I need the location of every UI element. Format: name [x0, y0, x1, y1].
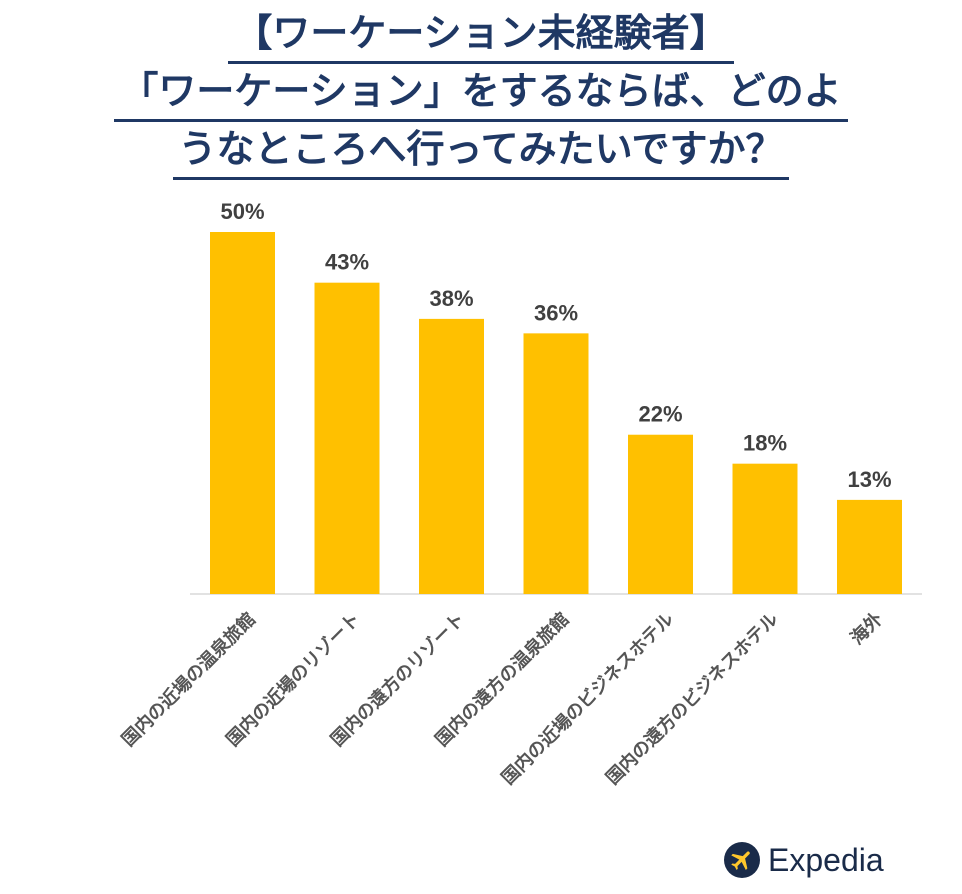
value-label-5: 22% [638, 402, 682, 427]
value-label-4: 36% [534, 300, 578, 325]
category-labels-group: 国内の近場の温泉旅館国内の近場のリゾート国内の遠方のリゾート国内の遠方の温泉旅館… [117, 608, 887, 789]
bar-4 [523, 333, 589, 594]
value-label-6: 18% [743, 431, 787, 456]
bar-6 [732, 463, 798, 594]
bar-1 [210, 232, 275, 594]
category-label-5: 国内の近場のビジネスホテル [497, 608, 678, 789]
category-label-7: 海外 [846, 608, 887, 649]
value-label-2: 43% [325, 250, 369, 275]
chart-title: 【ワーケーション未経験者】 「ワーケーション」をするならば、どのよ うなところへ… [0, 6, 962, 180]
title-line-2: 「ワーケーション」をするならば、どのよ [114, 64, 848, 122]
value-label-3: 38% [429, 286, 473, 311]
title-line-3: うなところへ行ってみたいですか？ [172, 122, 790, 180]
airplane-icon [724, 842, 760, 878]
value-label-7: 13% [847, 467, 891, 492]
bar-3 [419, 318, 484, 594]
logo-text: Expedia [768, 841, 884, 878]
bars-group [210, 232, 902, 594]
title-line-1: 【ワーケーション未経験者】 [228, 6, 734, 64]
category-label-6: 国内の遠方のビジネスホテル [602, 608, 783, 789]
bar-7 [837, 499, 902, 594]
value-labels-group: 50% 43% 38% 36% 22% 18% 13% [220, 199, 891, 492]
bar-5 [628, 434, 693, 594]
bar-2 [314, 282, 380, 594]
value-label-1: 50% [220, 199, 264, 224]
expedia-logo: Expedia [724, 838, 884, 882]
